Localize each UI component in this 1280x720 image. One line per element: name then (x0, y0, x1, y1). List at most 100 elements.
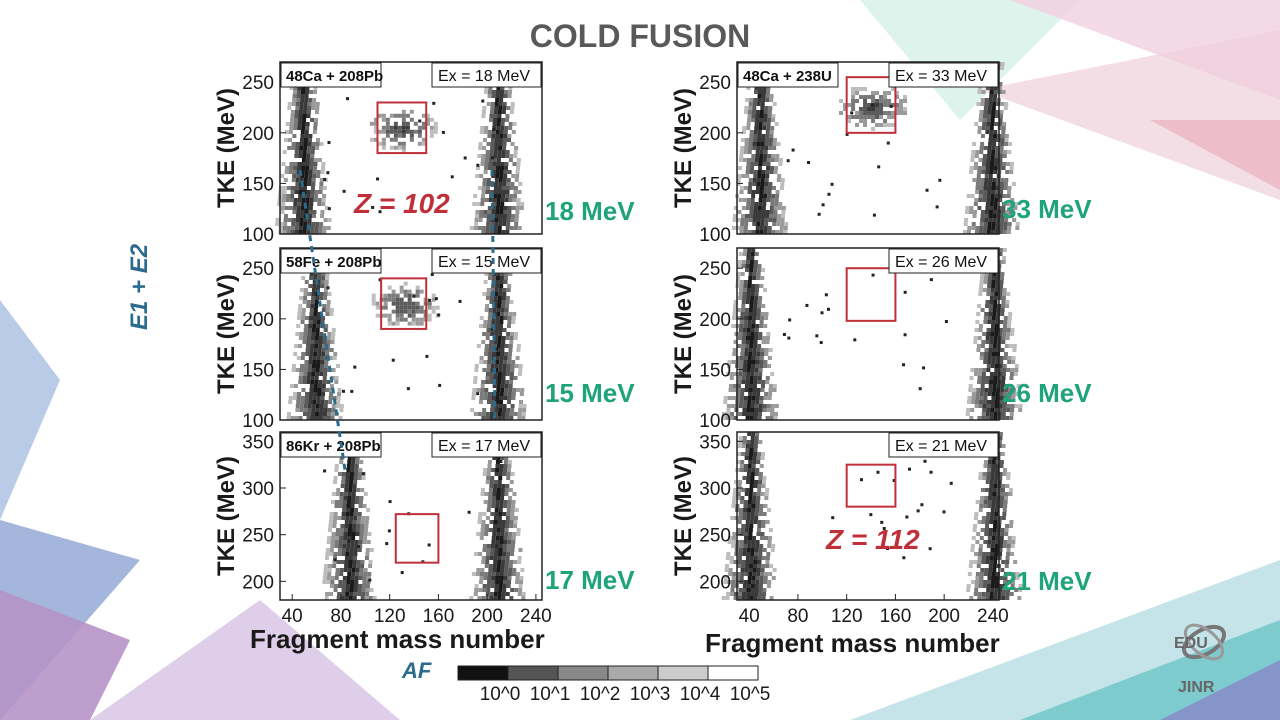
heatmap-cell (490, 512, 495, 516)
heatmap-cell (748, 178, 753, 182)
heatmap-cell (482, 584, 487, 588)
heatmap-cell (776, 178, 781, 182)
heatmap-cell (879, 111, 884, 115)
heatmap-cell (485, 592, 490, 596)
heatmap-cell (482, 368, 487, 372)
heatmap-cell (757, 416, 762, 420)
heatmap-cell (300, 206, 305, 210)
heatmap-cell (739, 468, 744, 472)
heatmap-cell (359, 532, 364, 536)
heatmap-cell (989, 480, 994, 484)
heatmap-cell (990, 584, 995, 588)
heatmap-cell (333, 352, 338, 356)
heatmap-cell (495, 170, 500, 174)
heatmap-cell (747, 248, 752, 252)
heatmap-cell (745, 300, 750, 304)
heatmap-cell (988, 102, 993, 106)
heatmap-cell (752, 146, 757, 150)
heatmap-cell (992, 384, 997, 388)
heatmap-cell (296, 170, 301, 174)
heatmap-cell (976, 312, 981, 316)
heatmap-cell (767, 396, 772, 400)
heatmap-cell (495, 174, 500, 178)
heatmap-cell (974, 552, 979, 556)
heatmap-cell (745, 564, 750, 568)
heatmap-cell (301, 166, 306, 170)
heatmap-cell (756, 138, 761, 142)
heatmap-cell (509, 480, 514, 484)
heatmap-cell (986, 154, 991, 158)
heatmap-cell (744, 528, 749, 532)
heatmap-cell (978, 548, 983, 552)
heatmap-cell (344, 564, 349, 568)
heatmap-cell (316, 174, 321, 178)
heatmap-cell (491, 396, 496, 400)
heatmap-cell (990, 508, 995, 512)
heatmap-cell (493, 114, 498, 118)
heatmap-cell (887, 103, 892, 107)
heatmap-cell (494, 332, 499, 336)
heatmap-cell (305, 162, 310, 166)
heatmap-cell (506, 324, 511, 328)
heatmap-cell (757, 560, 762, 564)
heatmap-cell (899, 99, 904, 103)
colorbar-tick-label: 10^0 (480, 684, 521, 704)
heatmap-cell (751, 118, 756, 122)
heatmap-cell (298, 154, 303, 158)
heatmap-cell (497, 300, 502, 304)
heatmap-cell (742, 584, 747, 588)
heatmap-cell (515, 576, 520, 580)
heatmap-cell (496, 158, 501, 162)
heatmap-cell (314, 118, 319, 122)
heatmap-cell (498, 588, 503, 592)
heatmap-cell (490, 332, 495, 336)
heatmap-cell (737, 260, 742, 264)
heatmap-cell (298, 380, 303, 384)
heatmap-cell (985, 556, 990, 560)
heatmap-cell (329, 392, 334, 396)
heatmap-cell (768, 106, 773, 110)
heatmap-cell (328, 520, 333, 524)
heatmap-cell (480, 388, 485, 392)
heatmap-cell (745, 524, 750, 528)
heatmap-cell (504, 456, 509, 460)
heatmap-cell (761, 170, 766, 174)
colorbar-tick-label: 10^5 (730, 684, 771, 704)
heatmap-cell (401, 133, 406, 138)
heatmap-cell (476, 568, 481, 572)
heatmap-cell (1006, 552, 1011, 556)
heatmap-cell (310, 376, 315, 380)
heatmap-cell (979, 396, 984, 400)
heatmap-cell (759, 284, 764, 288)
heatmap-cell (762, 408, 767, 412)
heatmap-cell (985, 380, 990, 384)
heatmap-cell (977, 376, 982, 380)
heatmap-cell (1001, 560, 1006, 564)
heatmap-cell (377, 113, 382, 118)
heatmap-cell (1000, 388, 1005, 392)
heatmap-cell (757, 264, 762, 268)
heatmap-cell (1001, 592, 1006, 596)
heatmap-cell (747, 118, 752, 122)
reaction-label: 58Fe + 208Pb (280, 248, 382, 274)
heatmap-cell (483, 214, 488, 218)
heatmap-cell (999, 182, 1004, 186)
heatmap-cell (847, 115, 852, 119)
heatmap-cell (752, 178, 757, 182)
heatmap-cell (364, 524, 369, 528)
heatmap-cell (473, 226, 478, 230)
heatmap-cell (314, 412, 319, 416)
heatmap-cell (882, 527, 886, 531)
heatmap-cell (295, 102, 300, 106)
heatmap-cell (737, 484, 742, 488)
heatmap-cell (879, 95, 884, 99)
heatmap-cell (981, 126, 986, 130)
heatmap-cell (736, 308, 741, 312)
heatmap-cell (732, 218, 737, 222)
heatmap-cell (1009, 592, 1014, 596)
heatmap-cell (1005, 300, 1010, 304)
heatmap-cell (502, 106, 507, 110)
heatmap-cell (756, 456, 761, 460)
heatmap-cell (516, 388, 521, 392)
heatmap-cell (761, 94, 766, 98)
